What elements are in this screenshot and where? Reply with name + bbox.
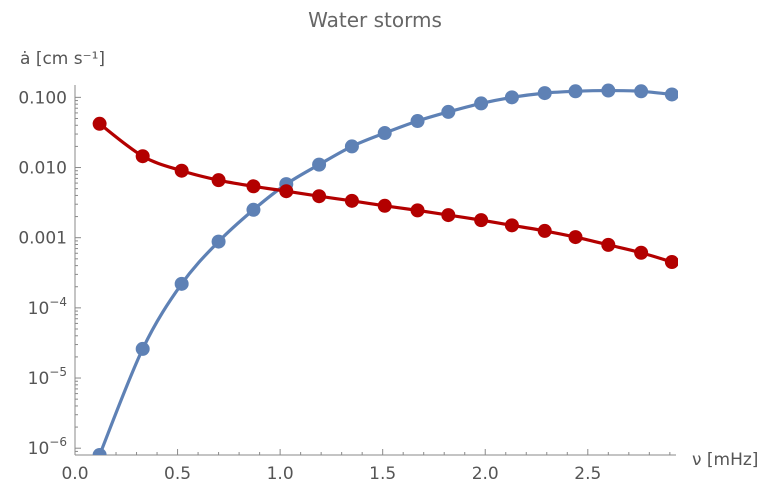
- series-0-point: [634, 84, 649, 99]
- series-0-point: [344, 139, 359, 154]
- series-0-point: [312, 157, 327, 172]
- x-tick-label: 0.0: [61, 464, 88, 484]
- series-1-point: [537, 223, 552, 238]
- series-1-point: [92, 116, 107, 131]
- series-0-point: [441, 104, 456, 119]
- x-tick-label: 2.0: [472, 464, 499, 484]
- series-1-point: [634, 245, 649, 260]
- chart-title: Water storms: [308, 8, 442, 32]
- series-1-point: [377, 198, 392, 213]
- series-1-point: [568, 230, 583, 245]
- series-0-point: [568, 84, 583, 99]
- x-axis-label: ν [mHz]: [692, 450, 758, 470]
- y-ticks: 10−6 10−5 10−4 0.001 0.010 0.100: [18, 88, 81, 459]
- series-1-point: [246, 179, 261, 194]
- x-ticks: 0.0 0.5 1.0 1.5 2.0 2.5: [61, 449, 671, 484]
- series-1-point: [135, 149, 150, 164]
- y-tick-label: 10−5: [28, 365, 67, 389]
- series-0-point: [174, 276, 189, 291]
- y-tick-label: 0.001: [18, 229, 67, 249]
- series-0-point: [537, 86, 552, 101]
- series-1-point: [312, 189, 327, 204]
- x-tick-label: 1.0: [267, 464, 294, 484]
- series-1-point: [174, 163, 189, 178]
- y-axis-label: ȧ [cm s⁻¹]: [20, 49, 105, 69]
- series-1-point: [441, 208, 456, 223]
- series-1-point: [344, 193, 359, 208]
- x-tick-label: 2.5: [574, 464, 601, 484]
- series-1-point: [410, 203, 425, 218]
- series-layer: [92, 83, 678, 455]
- y-tick-label: 0.010: [18, 159, 67, 179]
- x-tick-label: 0.5: [164, 464, 191, 484]
- series-0-point: [410, 114, 425, 129]
- y-tick-label: 0.100: [18, 88, 67, 108]
- series-1-point: [601, 237, 616, 252]
- series-line-0: [98, 88, 673, 455]
- series-line-1: [98, 122, 673, 264]
- series-0-point: [92, 448, 107, 455]
- series-0-point: [246, 202, 261, 217]
- series-1-point: [211, 173, 226, 188]
- series-1-point: [474, 213, 489, 228]
- series-0-point: [135, 341, 150, 356]
- series-1-point: [504, 218, 519, 233]
- series-0-point: [601, 83, 616, 98]
- series-1-point: [279, 184, 294, 199]
- series-0-point: [211, 234, 226, 249]
- y-tick-label: 10−4: [28, 295, 67, 319]
- series-0-point: [664, 87, 678, 102]
- series-0-point: [474, 96, 489, 111]
- series-1-point: [664, 255, 678, 270]
- x-tick-label: 1.5: [369, 464, 396, 484]
- series-0-point: [377, 126, 392, 141]
- y-tick-label: 10−6: [28, 435, 67, 459]
- series-0-point: [504, 90, 519, 105]
